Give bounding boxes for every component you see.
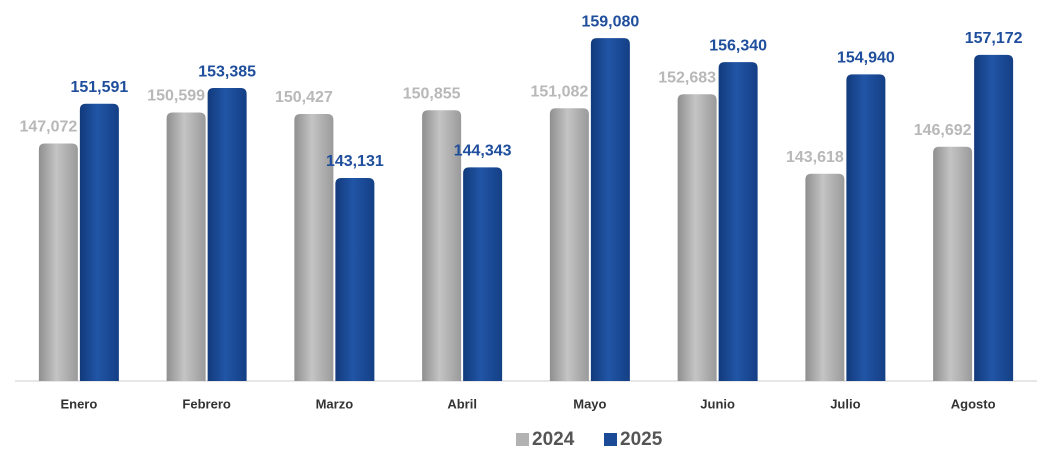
data-label: 143,131 [326,153,384,170]
bar [79,103,119,382]
bar [549,108,589,382]
bar [166,112,206,381]
data-label: 147,072 [19,119,77,136]
data-label: 156,340 [709,37,767,54]
bar [846,74,886,382]
x-tick-label: Mayo [573,396,606,411]
bar [590,38,630,382]
bar [718,62,758,381]
data-label: 146,692 [914,122,972,139]
bar [805,173,845,381]
bar [974,54,1014,381]
x-tick-label: Febrero [182,396,230,411]
data-label: 151,082 [530,83,588,100]
x-tick-label: Agosto [951,396,996,411]
data-label: 150,427 [275,89,333,106]
data-label: 144,343 [454,143,512,160]
legend-swatch [516,433,529,446]
bar [463,167,503,381]
legend-label: 2025 [620,429,663,449]
bar [207,88,247,381]
data-label: 143,618 [786,149,844,166]
bar [422,110,462,381]
x-tick-label: Enero [60,396,97,411]
bar [294,114,334,381]
bar [335,178,375,381]
legend-swatch [604,433,617,446]
bar [677,94,717,382]
data-label: 154,940 [837,50,895,67]
data-label: 152,683 [658,69,716,86]
data-label: 150,599 [147,88,205,105]
x-tick-label: Julio [830,396,860,411]
data-label: 159,080 [581,13,639,30]
data-label: 157,172 [965,30,1023,47]
bar [933,146,973,381]
bar [38,143,78,381]
data-label: 153,385 [198,63,256,80]
legend-label: 2024 [532,429,575,449]
data-label: 151,591 [70,79,128,96]
x-tick-label: Junio [700,396,735,411]
data-label: 150,855 [403,85,461,102]
x-tick-label: Marzo [316,396,354,411]
x-tick-label: Abril [447,396,477,411]
